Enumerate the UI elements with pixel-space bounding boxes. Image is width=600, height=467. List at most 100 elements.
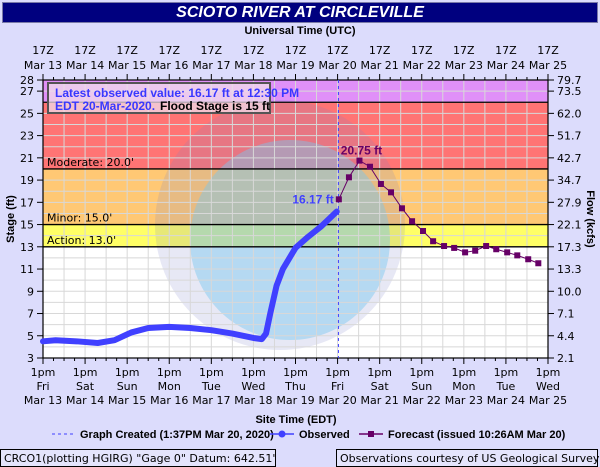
- top-tick-time: 17Z: [243, 44, 265, 57]
- y2-tick-label: 34.7: [557, 174, 582, 187]
- bottom-tick-date: Mar 18: [234, 394, 272, 407]
- bottom-tick-day: Sat: [371, 380, 390, 393]
- y-tick-label: 19: [20, 174, 34, 187]
- bottom-tick-day: Sat: [76, 380, 95, 393]
- top-tick-time: 17Z: [369, 44, 391, 57]
- observations-credit: Observations courtesy of US Geological S…: [336, 449, 599, 467]
- observed-point: [274, 283, 280, 289]
- observed-point: [229, 331, 235, 337]
- bottom-tick-date: Mar 23: [445, 394, 483, 407]
- y-tick-label: 27: [20, 85, 34, 98]
- bottom-tick-time: 1pm: [157, 366, 182, 379]
- y2-tick-label: 13.3: [557, 263, 582, 276]
- chart-title: SCIOTO RIVER AT CIRCLEVILLE: [2, 2, 598, 23]
- bottom-tick-time: 1pm: [115, 366, 140, 379]
- bottom-tick-day: Mon: [158, 380, 181, 393]
- bottom-tick-day: Wed: [536, 380, 560, 393]
- y-tick-label: 11: [20, 263, 34, 276]
- forecast-peak-label: 20.75 ft: [341, 144, 382, 158]
- top-tick-date: Mar 23: [445, 59, 483, 72]
- top-tick-time: 17Z: [327, 44, 349, 57]
- forecast-point: [398, 205, 405, 212]
- noaa-watermark-inner: [190, 140, 390, 340]
- top-tick-date: Mar 13: [24, 59, 62, 72]
- observed-point: [208, 327, 214, 333]
- bottom-tick-date: Mar 14: [66, 394, 104, 407]
- y2-tick-label: 4.4: [557, 330, 575, 343]
- observed-point: [293, 245, 298, 251]
- forecast-point: [388, 189, 395, 196]
- bottom-tick-time: 1pm: [536, 366, 561, 379]
- bottom-tick-day: Wed: [241, 380, 265, 393]
- forecast-point: [493, 246, 500, 253]
- observed-point: [40, 338, 46, 344]
- top-tick-time: 17Z: [116, 44, 138, 57]
- y-tick-label: 21: [20, 152, 34, 165]
- top-tick-date: Mar 18: [234, 59, 272, 72]
- forecast-point: [420, 228, 427, 235]
- bottom-tick-date: Mar 17: [192, 394, 230, 407]
- bottom-tick-day: Sun: [411, 380, 432, 393]
- top-tick-time: 17Z: [158, 44, 180, 57]
- top-tick-date: Mar 24: [487, 59, 525, 72]
- bottom-tick-time: 1pm: [199, 366, 224, 379]
- legend-forecast-label: Forecast (issued 10:26AM Mar 20): [388, 429, 566, 441]
- bottom-tick-time: 1pm: [367, 366, 392, 379]
- observed-point: [305, 234, 311, 240]
- top-tick-date: Mar 22: [403, 59, 441, 72]
- top-tick-time: 17Z: [495, 44, 517, 57]
- y-tick-label: 23: [20, 130, 34, 143]
- forecast-point: [335, 196, 342, 203]
- y-axis-title: Stage (ft): [5, 195, 17, 243]
- forecast-point: [472, 247, 479, 254]
- top-tick-time: 17Z: [453, 44, 475, 57]
- forecast-point: [441, 243, 448, 250]
- observed-point: [187, 325, 193, 331]
- latest-observed-text: Latest observed value: 16.17 ft at 12:30…: [55, 86, 299, 100]
- legend-forecast-marker: [368, 431, 374, 437]
- observed-point: [53, 337, 59, 343]
- top-tick-date: Mar 17: [192, 59, 230, 72]
- observed-point: [112, 337, 118, 343]
- top-tick-time: 17Z: [537, 44, 559, 57]
- top-tick-date: Mar 20: [318, 59, 356, 72]
- y-tick-label: 25: [20, 107, 34, 120]
- y2-tick-label: 2.1: [557, 352, 575, 365]
- forecast-point: [514, 252, 521, 259]
- y-tick-label: 9: [27, 285, 34, 298]
- forecast-point: [430, 238, 437, 245]
- bottom-tick-date: Mar 19: [276, 394, 314, 407]
- bottom-tick-time: 1pm: [241, 366, 266, 379]
- bottom-tick-date: Mar 24: [487, 394, 525, 407]
- bottom-tick-time: 1pm: [325, 366, 350, 379]
- bottom-tick-time: 1pm: [409, 366, 434, 379]
- top-axis-title: Universal Time (UTC): [244, 25, 355, 37]
- y-tick-label: 5: [27, 330, 34, 343]
- y2-tick-label: 17.3: [557, 241, 582, 254]
- bottom-tick-day: Tue: [201, 380, 221, 393]
- bottom-axis-title: Site Time (EDT): [255, 414, 336, 426]
- y2-tick-label: 27.9: [557, 196, 582, 209]
- observed-point: [95, 340, 101, 346]
- bottom-tick-date: Mar 22: [403, 394, 441, 407]
- bottom-tick-day: Mon: [452, 380, 475, 393]
- observed-point: [318, 224, 324, 230]
- forecast-point: [504, 249, 511, 256]
- bottom-tick-day: Tue: [496, 380, 516, 393]
- bottom-tick-day: Sun: [117, 380, 138, 393]
- y2-tick-label: 42.7: [557, 152, 582, 165]
- bottom-tick-date: Mar 20: [318, 394, 356, 407]
- forecast-point: [345, 174, 352, 181]
- y2-tick-label: 10.0: [557, 285, 582, 298]
- forecast-point: [356, 157, 363, 164]
- y2-tick-label: 73.5: [557, 85, 582, 98]
- gage-datum-info: CRCO1(plotting HGIRG) "Gage 0" Datum: 64…: [0, 449, 276, 467]
- top-tick-date: Mar 19: [276, 59, 314, 72]
- y2-tick-label: 79.7: [557, 74, 582, 87]
- y-tick-label: 13: [20, 241, 34, 254]
- top-tick-date: Mar 14: [66, 59, 104, 72]
- observed-point: [250, 335, 256, 341]
- top-tick-date: Mar 21: [361, 59, 399, 72]
- y-tick-label: 17: [20, 196, 34, 209]
